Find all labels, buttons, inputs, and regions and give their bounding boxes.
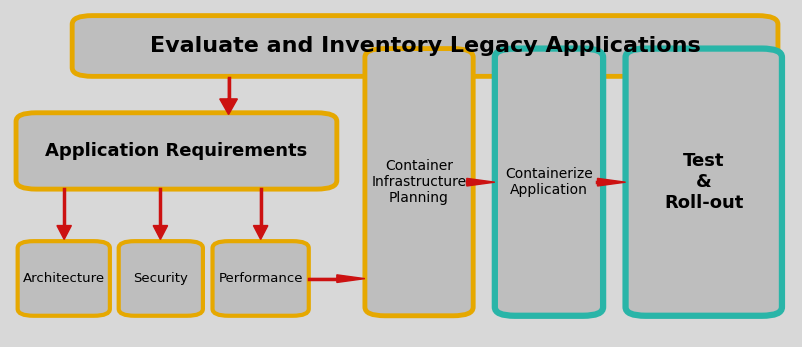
FancyBboxPatch shape bbox=[213, 241, 309, 316]
Text: Evaluate and Inventory Legacy Applications: Evaluate and Inventory Legacy Applicatio… bbox=[150, 36, 700, 56]
Text: Security: Security bbox=[133, 272, 188, 285]
FancyBboxPatch shape bbox=[18, 241, 110, 316]
Text: Container
Infrastructure
Planning: Container Infrastructure Planning bbox=[371, 159, 467, 205]
FancyArrow shape bbox=[253, 189, 268, 239]
FancyBboxPatch shape bbox=[119, 241, 203, 316]
Text: Test
&
Roll-out: Test & Roll-out bbox=[664, 152, 743, 212]
FancyArrow shape bbox=[220, 78, 237, 115]
FancyArrow shape bbox=[597, 178, 626, 186]
FancyBboxPatch shape bbox=[16, 113, 337, 189]
Text: Application Requirements: Application Requirements bbox=[46, 142, 307, 160]
FancyArrow shape bbox=[57, 189, 71, 239]
FancyBboxPatch shape bbox=[365, 49, 473, 316]
Text: Containerize
Application: Containerize Application bbox=[505, 167, 593, 197]
Text: Architecture: Architecture bbox=[22, 272, 105, 285]
FancyBboxPatch shape bbox=[626, 49, 782, 316]
FancyArrow shape bbox=[467, 178, 495, 186]
FancyBboxPatch shape bbox=[72, 16, 778, 76]
FancyArrow shape bbox=[309, 275, 365, 282]
FancyArrow shape bbox=[153, 189, 168, 239]
FancyBboxPatch shape bbox=[495, 49, 603, 316]
Text: Performance: Performance bbox=[218, 272, 303, 285]
